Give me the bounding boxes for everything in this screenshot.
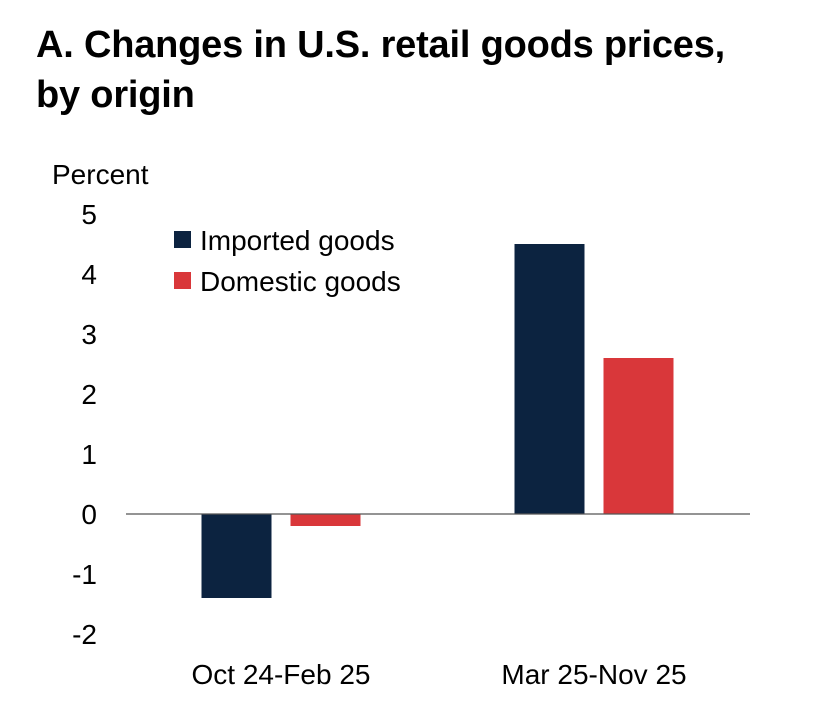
bar-domestic-goods-2 <box>603 358 674 514</box>
x-tick-label: Oct 24-Feb 25 <box>192 659 371 690</box>
x-tick-labels: Oct 24-Feb 25 Mar 25-Nov 25 <box>192 659 687 690</box>
y-tick-label: 5 <box>81 199 97 230</box>
legend-swatch <box>174 272 191 289</box>
legend-label: Imported goods <box>200 225 395 256</box>
bar-domestic-goods-1 <box>290 514 361 526</box>
y-tick-label: -1 <box>72 559 97 590</box>
y-tick-label: -2 <box>72 619 97 650</box>
y-tick-label: 0 <box>81 499 97 530</box>
y-tick-label: 2 <box>81 379 97 410</box>
bar-imported-goods-1 <box>201 514 272 598</box>
bars <box>201 244 674 598</box>
y-tick-label: 3 <box>81 319 97 350</box>
chart-title-line-1: A. Changes in U.S. retail goods prices, <box>36 24 726 66</box>
y-axis-label: Percent <box>52 159 149 190</box>
bar-imported-goods-2 <box>514 244 585 514</box>
legend: Imported goods Domestic goods <box>174 225 401 297</box>
x-tick-label: Mar 25-Nov 25 <box>501 659 686 690</box>
y-tick-label: 4 <box>81 259 97 290</box>
legend-label: Domestic goods <box>200 266 401 297</box>
legend-swatch <box>174 231 191 248</box>
y-tick-label: 1 <box>81 439 97 470</box>
y-tick-labels: 5 4 3 2 1 0 -1 -2 <box>72 199 97 650</box>
chart-title-line-2: by origin <box>36 74 195 116</box>
